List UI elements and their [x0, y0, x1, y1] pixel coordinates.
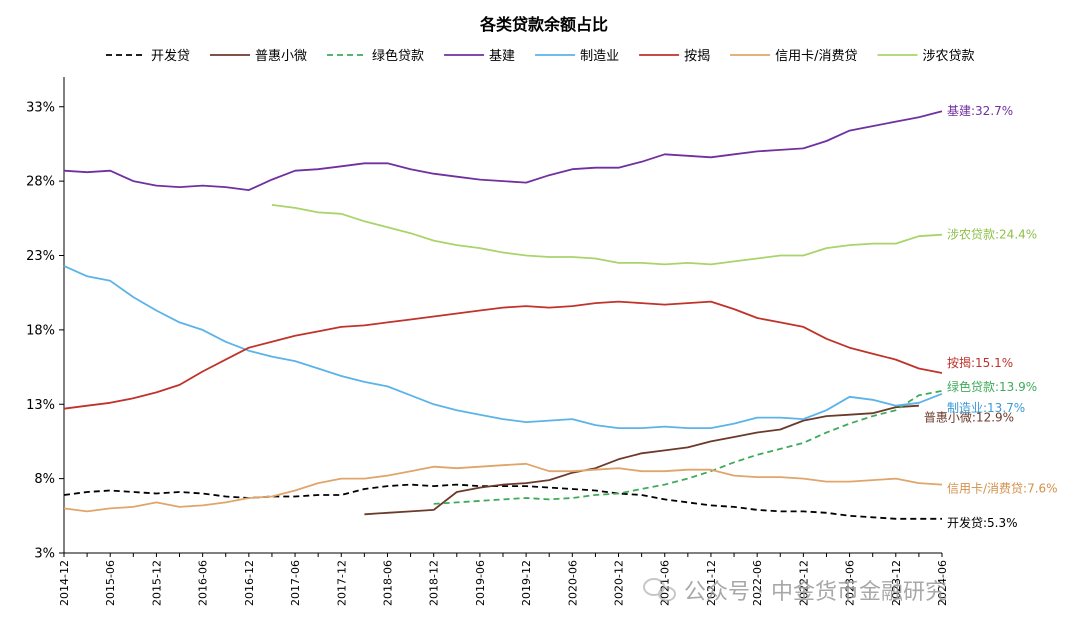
- series-line-4: [63, 265, 943, 430]
- y-tick-label: 13%: [26, 398, 55, 413]
- legend: 开发贷 普惠小微 绿色贷款 基建 制造业 按揭 信用卡/消费贷 涉农贷款: [106, 48, 975, 64]
- x-tick-label: 2019-12: [520, 560, 533, 606]
- series-end-label: 信用卡/消费贷:7.6%: [947, 482, 1058, 496]
- watermark: 公众号 · 中金货币金融研究: [643, 578, 947, 605]
- legend-label: 基建: [489, 49, 515, 64]
- series-line-6: [63, 462, 943, 513]
- x-tick-label: 2018-06: [381, 560, 394, 606]
- x-tick-label: 2015-06: [104, 560, 117, 606]
- series-line-3: [63, 110, 943, 192]
- y-tick-label: 18%: [26, 323, 55, 338]
- watermark-text: 公众号 · 中金货币金融研究: [684, 580, 947, 605]
- series-line-7: [271, 204, 943, 266]
- x-tick-label: 2016-06: [197, 560, 210, 606]
- series-end-label: 涉农贷款:24.4%: [947, 228, 1037, 242]
- y-tick-label: 3%: [34, 547, 55, 562]
- x-tick-label: 2014-12: [58, 560, 71, 606]
- series-end-label: 基建:32.7%: [947, 104, 1013, 118]
- axes: 3% 8% 13% 18% 23% 28% 33% 2014-12 2015-06 2015-12…: [26, 77, 949, 606]
- x-tick-label: 2022-06: [751, 560, 764, 606]
- series-line-1: [364, 404, 919, 516]
- legend-label: 制造业: [580, 49, 619, 64]
- y-tick-label: 8%: [34, 472, 55, 487]
- x-tick-label: 2021-12: [705, 560, 718, 606]
- x-tick-label: 2023-06: [844, 560, 857, 606]
- series-end-label: 绿色贷款:13.9%: [947, 379, 1037, 394]
- series-layer: [63, 110, 943, 520]
- y-tick-label: 23%: [26, 249, 55, 264]
- series-end-label: 制造业:13.7%: [947, 401, 1025, 415]
- x-tick-label: 2018-12: [428, 560, 441, 606]
- series-end-label: 按揭:15.1%: [947, 355, 1013, 370]
- legend-label: 信用卡/消费贷: [775, 49, 857, 64]
- end-labels: 开发贷:5.3% 普惠小微:12.9% 绿色贷款:13.9% 基建:32.7% 制造业:…: [924, 104, 1058, 530]
- x-tick-label: 2015-12: [150, 560, 163, 606]
- y-tick-label: 33%: [26, 100, 55, 115]
- series-line-2: [433, 390, 943, 505]
- x-tick-label: 2024-06: [936, 560, 949, 606]
- x-tick-label: 2017-06: [289, 560, 302, 606]
- x-tick-label: 2020-12: [613, 560, 626, 606]
- x-tick-label: 2016-12: [243, 560, 256, 606]
- x-tick-label: 2023-12: [890, 560, 903, 606]
- series-end-label: 普惠小微:12.9%: [924, 411, 1014, 425]
- series-line-5: [63, 300, 943, 410]
- chart-title: 各类贷款余额占比: [479, 15, 608, 34]
- x-tick-label: 2017-12: [335, 560, 348, 606]
- x-tick-label: 2021-06: [659, 560, 672, 606]
- legend-label: 开发贷: [151, 48, 190, 64]
- legend-label: 普惠小微: [255, 49, 307, 64]
- series-end-label: 开发贷:5.3%: [947, 515, 1018, 530]
- y-tick-label: 28%: [26, 175, 55, 190]
- x-tick-label: 2022-12: [797, 560, 810, 606]
- series-line-0: [63, 483, 942, 520]
- wechat-icon: [643, 578, 676, 602]
- x-tick-label: 2020-06: [566, 560, 579, 606]
- legend-label: 绿色贷款: [372, 48, 424, 64]
- legend-label: 涉农贷款: [922, 49, 974, 64]
- x-tick-label: 2019-06: [474, 560, 487, 606]
- legend-label: 按揭: [684, 49, 710, 64]
